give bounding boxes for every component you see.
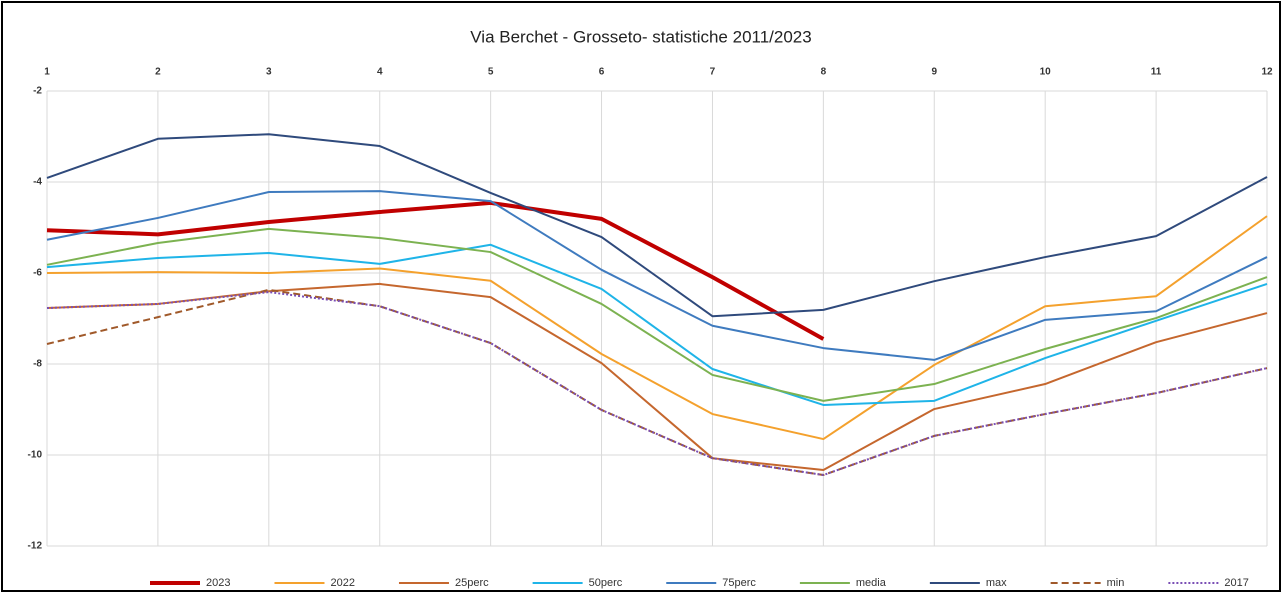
y-tick-label: -2 bbox=[33, 86, 42, 97]
series-line bbox=[46, 243, 1268, 406]
y-tick-label: -8 bbox=[33, 359, 42, 370]
series-line bbox=[46, 133, 1268, 318]
x-tick-label: 9 bbox=[931, 67, 937, 78]
x-tick-label: 5 bbox=[488, 67, 494, 78]
y-tick-label: -6 bbox=[33, 268, 42, 279]
legend-label: media bbox=[856, 577, 887, 589]
legend-label: 2022 bbox=[330, 577, 354, 589]
series-line bbox=[46, 215, 1268, 441]
series-line bbox=[46, 190, 1268, 361]
series-line bbox=[46, 200, 825, 341]
legend-label: max bbox=[986, 577, 1007, 589]
legend-label: 2023 bbox=[206, 577, 230, 589]
y-tick-label: -10 bbox=[28, 450, 43, 461]
legend-label: 50perc bbox=[589, 577, 623, 589]
y-tick-label: -12 bbox=[28, 541, 43, 552]
x-tick-label: 8 bbox=[821, 67, 827, 78]
y-tick-label: -4 bbox=[33, 177, 42, 188]
x-tick-label: 10 bbox=[1040, 67, 1052, 78]
x-tick-label: 1 bbox=[44, 67, 50, 78]
series-line bbox=[46, 227, 1268, 402]
legend-label: min bbox=[1107, 577, 1125, 589]
legend-label: 25perc bbox=[455, 577, 489, 589]
x-tick-label: 3 bbox=[266, 67, 272, 78]
x-tick-label: 7 bbox=[710, 67, 716, 78]
x-tick-label: 4 bbox=[377, 67, 383, 78]
legend-label: 2017 bbox=[1224, 577, 1248, 589]
x-tick-label: 11 bbox=[1151, 67, 1162, 78]
legend-label: 75perc bbox=[722, 577, 756, 589]
series-line bbox=[46, 291, 1268, 477]
x-tick-label: 12 bbox=[1261, 67, 1273, 78]
x-tick-label: 2 bbox=[155, 67, 161, 78]
series-line bbox=[46, 288, 1268, 477]
x-tick-label: 6 bbox=[599, 67, 605, 78]
chart-title: Via Berchet - Grosseto- statistiche 2011… bbox=[470, 27, 811, 46]
